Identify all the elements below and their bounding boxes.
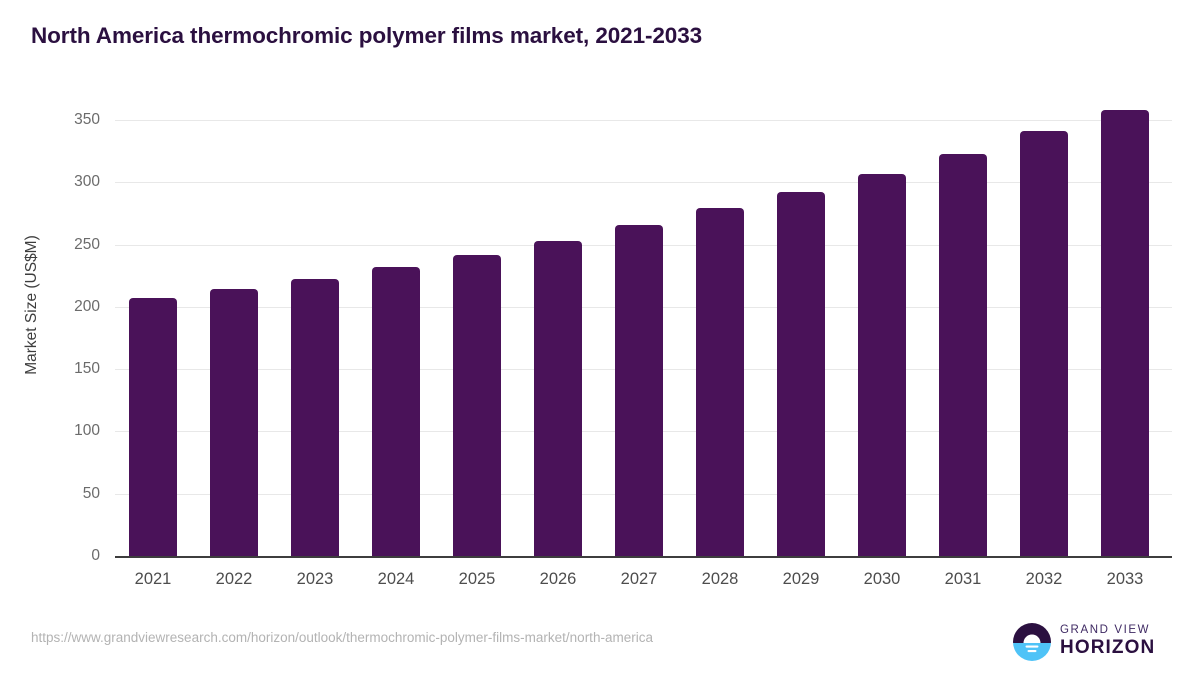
- bar-2021[interactable]: [129, 298, 177, 556]
- x-tick-label: 2032: [1025, 570, 1063, 588]
- plot-area: [115, 110, 1172, 556]
- x-tick-label: 2029: [782, 570, 820, 588]
- bar-2029[interactable]: [777, 192, 825, 556]
- y-tick-label: 300: [74, 173, 100, 191]
- x-tick-label: 2030: [863, 570, 901, 588]
- y-axis-ticks: 0 50 100 150 200 250 300 350: [0, 111, 100, 564]
- x-tick-label: 2031: [944, 570, 982, 588]
- bar-2031[interactable]: [939, 153, 987, 556]
- bar-2022[interactable]: [210, 289, 258, 556]
- grand-view-horizon-logo-icon: [1012, 622, 1052, 662]
- bar-2032[interactable]: [1020, 131, 1068, 556]
- y-tick-label: 100: [74, 422, 100, 440]
- x-tick-label: 2024: [377, 570, 415, 588]
- bar-2024[interactable]: [372, 267, 420, 556]
- y-tick-label: 350: [74, 111, 100, 128]
- y-tick-label: 0: [91, 547, 100, 564]
- x-tick-label: 2026: [539, 570, 577, 588]
- x-axis-line: [115, 556, 1172, 558]
- x-tick-label: 2023: [296, 570, 334, 588]
- bar-2030[interactable]: [858, 173, 906, 556]
- x-tick-label: 2021: [134, 570, 172, 588]
- x-tick-label: 2025: [458, 570, 496, 588]
- bar-2033[interactable]: [1101, 110, 1149, 556]
- bar-2023[interactable]: [291, 279, 339, 556]
- gridline: [115, 182, 1172, 184]
- y-tick-label: 200: [74, 297, 100, 315]
- bar-2027[interactable]: [615, 224, 663, 556]
- y-tick-label: 50: [82, 484, 100, 502]
- bar-2025[interactable]: [453, 254, 501, 556]
- x-tick-label: 2028: [701, 570, 739, 588]
- source-url[interactable]: https://www.grandviewresearch.com/horizo…: [31, 630, 653, 645]
- x-tick-label: 2033: [1106, 570, 1144, 588]
- logo-top-text: GRAND VIEW: [1060, 624, 1151, 636]
- bar-2026[interactable]: [534, 240, 582, 556]
- x-tick-label: 2022: [215, 570, 253, 588]
- y-tick-label: 150: [74, 360, 100, 378]
- logo-bottom-text: HORIZON: [1060, 637, 1156, 658]
- brand-logo[interactable]: GRAND VIEW HORIZON: [1012, 620, 1172, 664]
- gridline: [115, 120, 1172, 121]
- page-title: North America thermochromic polymer film…: [31, 23, 703, 48]
- bar-2028[interactable]: [696, 208, 744, 556]
- y-tick-label: 250: [74, 235, 100, 253]
- logo-text-block: GRAND VIEW HORIZON: [1060, 623, 1155, 659]
- x-tick-label: 2027: [620, 570, 658, 588]
